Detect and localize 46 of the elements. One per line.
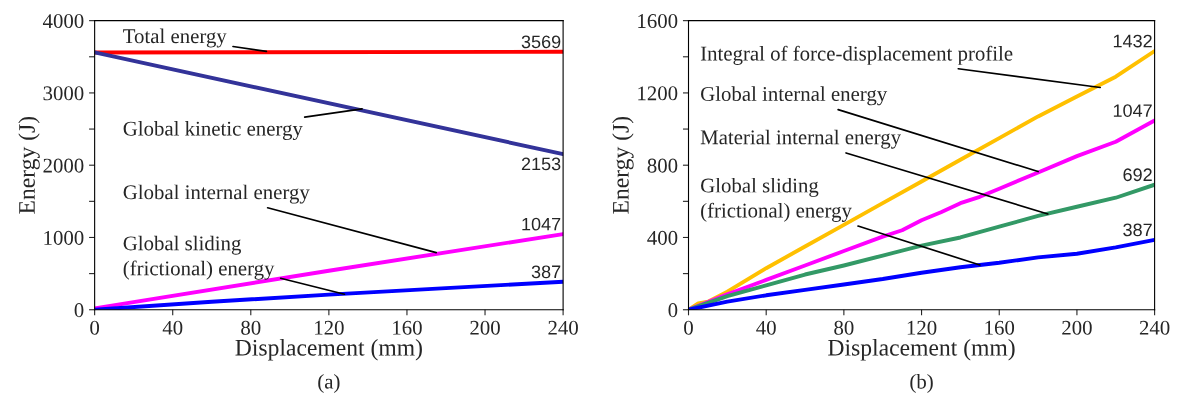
annotation: Material internal energy xyxy=(700,129,902,149)
x-axis-title: Displacement (mm) xyxy=(235,339,422,361)
data-label: 1047 xyxy=(522,217,561,231)
annotation: Global sliding (frictional) energy xyxy=(123,235,275,280)
annotation: Global kinetic energy xyxy=(123,121,303,140)
y-tick-label: 0 xyxy=(74,303,84,318)
annotation: Global internal energy xyxy=(701,86,888,106)
data-label: 2153 xyxy=(521,157,561,171)
y-axis-title: Energy (J) xyxy=(612,116,634,214)
x-tick-label: 160 xyxy=(985,320,1015,335)
y-tick-label: 400 xyxy=(647,230,678,245)
annotation: Integral of force-displacement profile xyxy=(700,45,1013,65)
x-tick-label: 80 xyxy=(834,320,854,335)
x-tick-label: 120 xyxy=(907,320,937,335)
annotation: Total energy xyxy=(123,28,227,48)
x-tick-label: 80 xyxy=(241,320,261,335)
annotation: Global internal energy xyxy=(123,184,310,204)
y-tick-label: 4000 xyxy=(42,14,84,29)
y-tick-label: 1200 xyxy=(638,86,678,101)
x-tick-label: 120 xyxy=(315,320,344,335)
x-tick-label: 0 xyxy=(90,320,100,335)
x-tick-label: 0 xyxy=(684,320,693,335)
y-axis-title: Energy (J) xyxy=(18,116,40,214)
x-tick-label: 160 xyxy=(393,320,422,335)
text: (a) xyxy=(318,374,340,393)
x-tick-label: 240 xyxy=(548,320,578,335)
data-label: 387 xyxy=(1123,223,1152,237)
x-tick-label: 200 xyxy=(1062,320,1092,335)
x-tick-label: 40 xyxy=(162,320,183,335)
data-label: 387 xyxy=(531,265,561,279)
data-label: 1432 xyxy=(1113,34,1152,48)
x-tick-label: 200 xyxy=(470,320,500,335)
data-label: 3569 xyxy=(521,35,561,49)
x-tick-label: 40 xyxy=(756,320,776,335)
y-tick-label: 1600 xyxy=(638,14,678,29)
y-tick-label: 2000 xyxy=(43,158,84,173)
annotation: Global sliding (frictional) energy xyxy=(701,177,852,222)
x-tick-label: 240 xyxy=(1139,320,1170,335)
y-tick-label: 800 xyxy=(647,158,678,173)
data-label: 692 xyxy=(1123,168,1152,182)
data-label: 1047 xyxy=(1113,104,1152,117)
y-tick-label: 0 xyxy=(668,303,678,318)
y-tick-label: 1000 xyxy=(44,230,84,245)
x-axis-title: Displacement (mm) xyxy=(828,339,1015,361)
text: (b) xyxy=(910,374,933,393)
y-tick-label: 3000 xyxy=(43,86,84,101)
